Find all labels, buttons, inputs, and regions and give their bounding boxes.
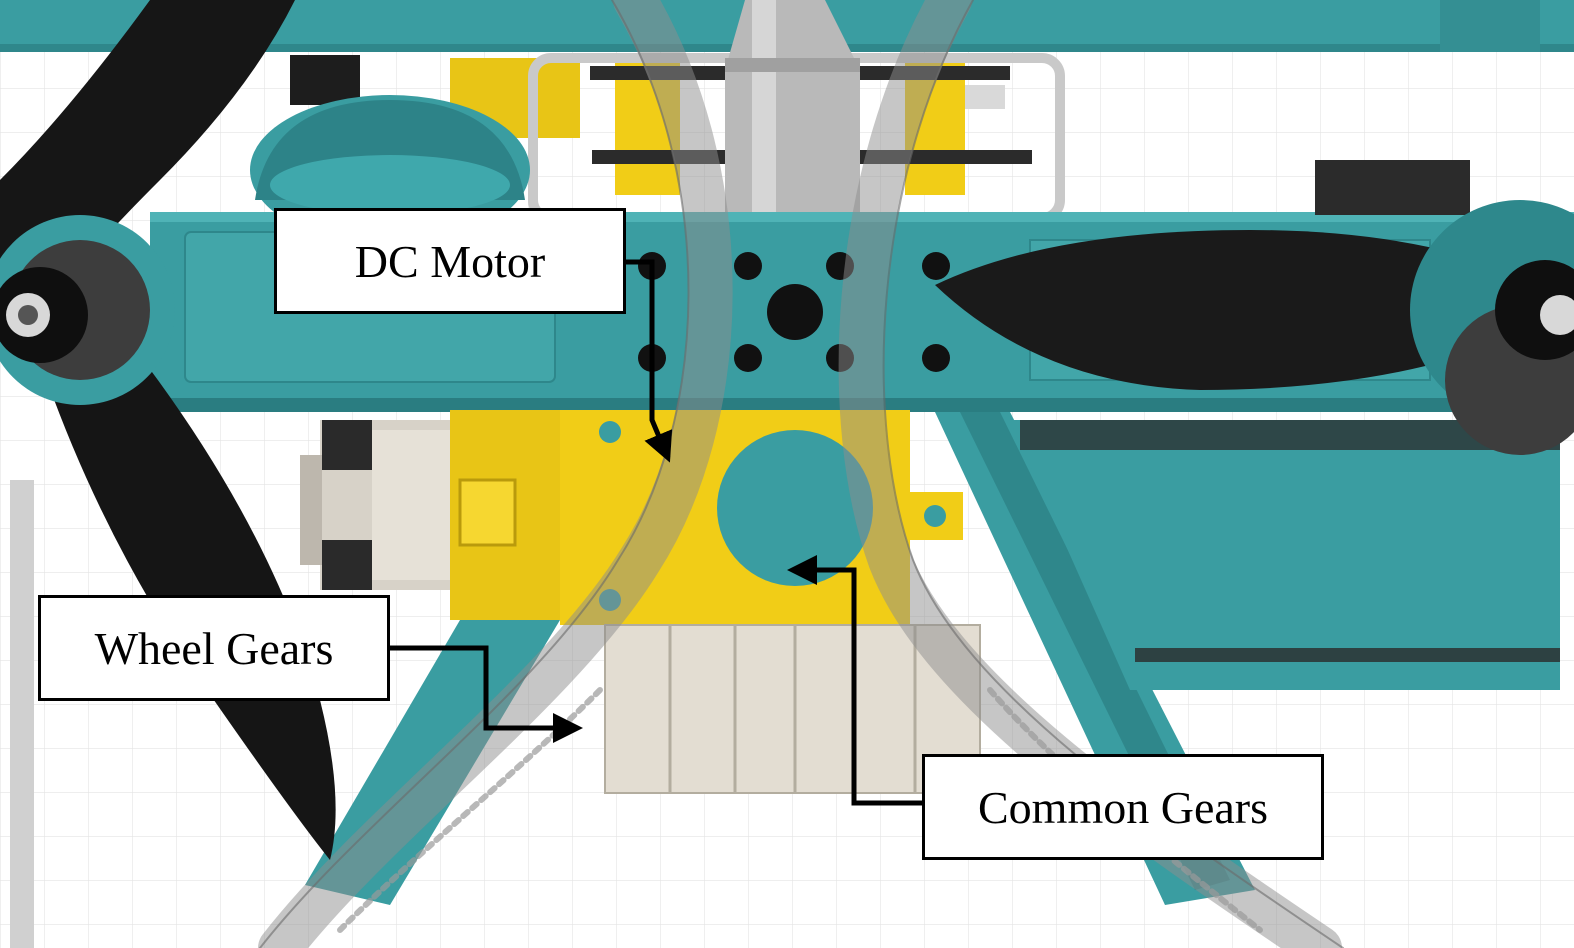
left-motor-mount — [250, 55, 530, 245]
right-propeller — [935, 200, 1574, 455]
wheel-gears-arrow — [390, 645, 583, 743]
central-shaft — [725, 0, 860, 215]
common-gear — [717, 430, 873, 586]
dc-motor-label: DC Motor — [274, 208, 626, 314]
common-gears-arrow — [787, 555, 922, 806]
common-gears-label: Common Gears — [922, 754, 1324, 860]
gear-housing — [604, 624, 981, 794]
dc-motor-arrow — [626, 259, 673, 463]
callout-arrows — [390, 259, 922, 806]
wheel-gears-label: Wheel Gears — [38, 595, 390, 701]
